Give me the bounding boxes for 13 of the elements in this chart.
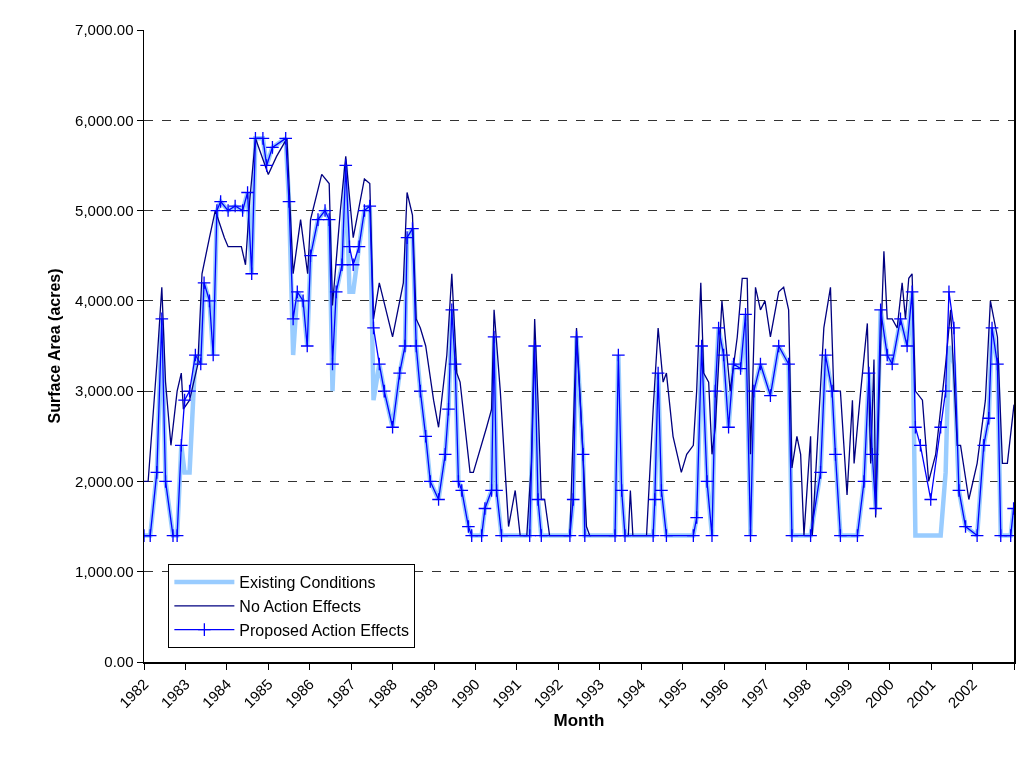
y-tick-label: 6,000.00 xyxy=(75,111,134,129)
y-tick-label: 2,000.00 xyxy=(75,472,134,490)
y-tick-label: 1,000.00 xyxy=(75,562,134,580)
y-axis-title: Surface Area (acres) xyxy=(46,268,64,424)
y-tick-label: 3,000.00 xyxy=(75,382,134,400)
y-tick-label: 5,000.00 xyxy=(75,201,134,219)
legend-label: Proposed Action Effects xyxy=(239,621,409,639)
y-tick-label: 4,000.00 xyxy=(75,292,134,310)
y-tick-label: 7,000.00 xyxy=(75,21,134,39)
legend-label: No Action Effects xyxy=(239,598,361,616)
y-tick-label: 0.00 xyxy=(104,653,134,671)
legend-label: Existing Conditions xyxy=(239,574,376,592)
x-axis-title: Month xyxy=(553,711,605,731)
